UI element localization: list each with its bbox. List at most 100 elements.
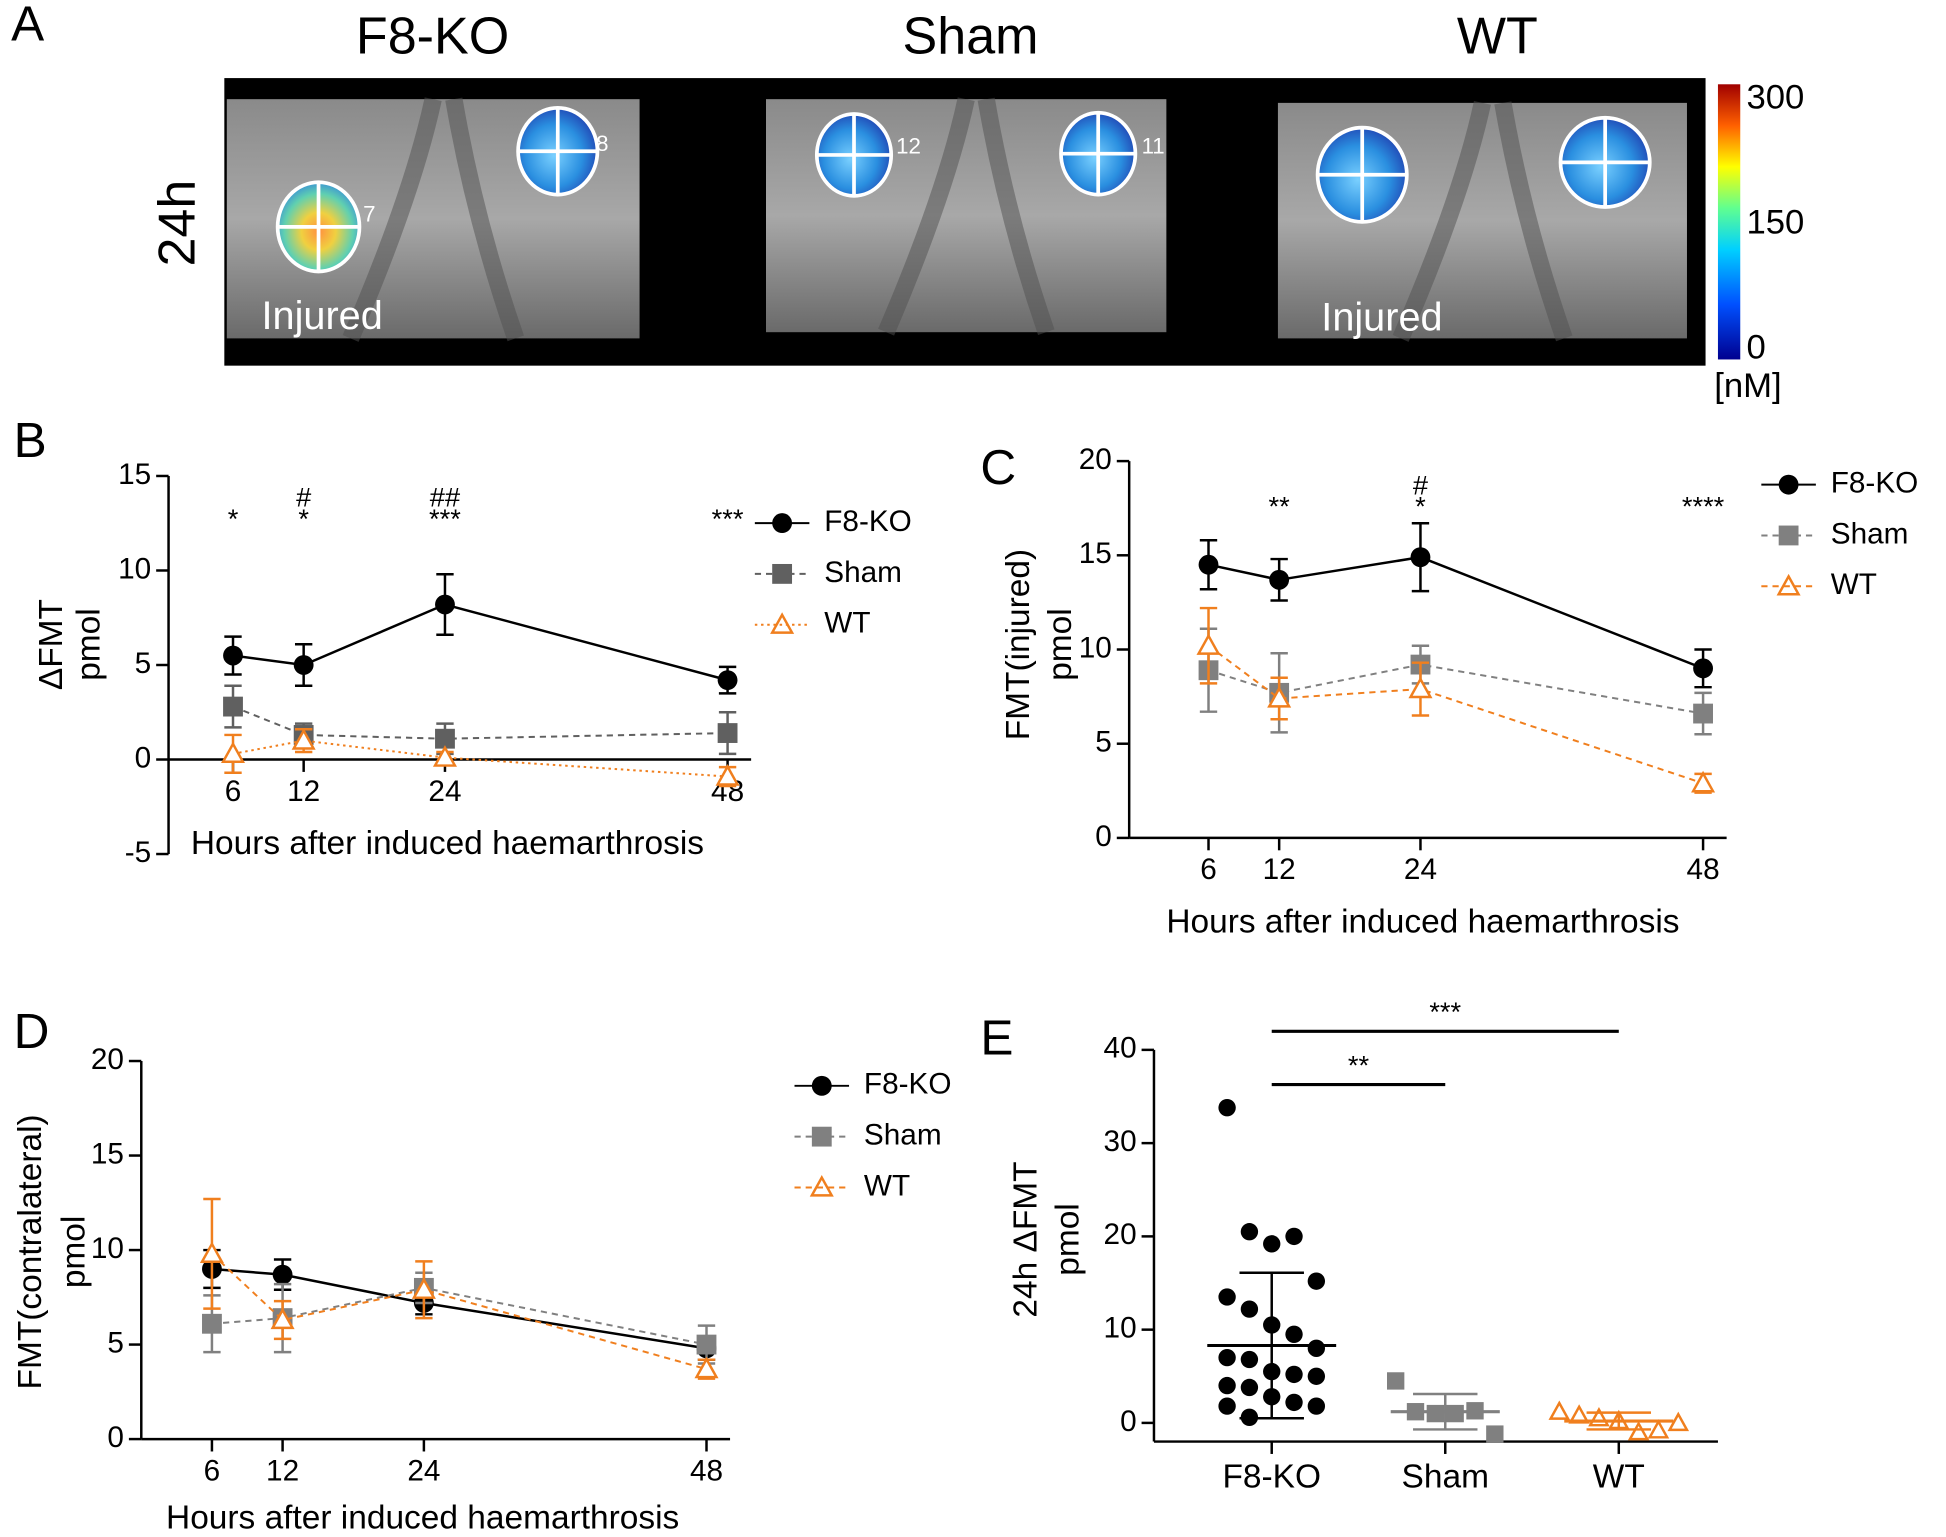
x-tick-label: 6: [1200, 853, 1217, 886]
x-tick-label: 12: [266, 1454, 299, 1487]
marker: [1218, 1288, 1236, 1306]
y-tick-label: 20: [1079, 443, 1112, 476]
x-tick-label: 12: [287, 775, 320, 808]
y-tick-label: 5: [107, 1326, 124, 1359]
marker: [1240, 1350, 1259, 1369]
legend-label: F8-KO: [1831, 467, 1919, 500]
anatomy: [342, 97, 524, 342]
marker: [1263, 1235, 1281, 1253]
legend-label: WT: [864, 1169, 910, 1202]
marker: [715, 764, 740, 786]
annotation: *: [1415, 490, 1426, 521]
marker: [1218, 1376, 1236, 1395]
y-tick-label: -5: [125, 836, 151, 869]
group: [1207, 1099, 1337, 1426]
roi-label: 12: [896, 133, 921, 158]
marker: [202, 1313, 222, 1334]
colorbar-tick-label: 0: [1746, 329, 1765, 367]
series-line: [211, 1286, 707, 1346]
y-axis-label: pmol: [1042, 608, 1079, 681]
significance-label: ***: [1429, 996, 1461, 1027]
series: [202, 1075, 832, 1361]
x-tick-label: 6: [204, 1454, 221, 1487]
x-axis-label: Hours after induced haemarthrosis: [166, 1499, 679, 1536]
marker: [1218, 1397, 1236, 1415]
series: [1198, 525, 1799, 736]
marker: [432, 745, 457, 767]
series: [223, 513, 793, 695]
y-axis-label: pmol: [55, 1216, 92, 1289]
x-tick-label: 6: [225, 775, 242, 808]
marker: [1240, 1300, 1259, 1318]
marker: [272, 1264, 293, 1285]
colorbar-tick-label: 300: [1746, 78, 1804, 116]
sd-bar: [1586, 1411, 1652, 1431]
marker: [435, 594, 455, 615]
x-tick-label: Sham: [1402, 1459, 1489, 1496]
y-tick-label: 0: [135, 741, 152, 774]
series: [1196, 573, 1801, 794]
legend-marker: [770, 612, 795, 634]
y-tick-label: 20: [1104, 1218, 1137, 1251]
y-axis-label: 24h ΔFMT: [1007, 1161, 1044, 1317]
legend-label: WT: [824, 607, 870, 640]
colorbar: [1717, 84, 1741, 360]
marker: [293, 655, 314, 675]
annotation: ****: [1682, 490, 1725, 521]
marker: [1667, 1411, 1690, 1432]
group: [1548, 1400, 1690, 1441]
roi-label: 7: [363, 202, 375, 227]
colorbar-unit: [nM]: [1714, 367, 1781, 405]
image-title: Sham: [903, 7, 1039, 65]
legend-label: Sham: [824, 556, 902, 589]
anatomy: [1392, 101, 1573, 342]
x-tick-label: 48: [1687, 853, 1720, 886]
marker: [1446, 1404, 1464, 1423]
marker: [1240, 1378, 1259, 1397]
marker: [411, 1277, 436, 1299]
legend-label: F8-KO: [864, 1068, 952, 1101]
marker: [435, 728, 455, 749]
y-tick-label: 0: [107, 1421, 124, 1454]
series-line: [1208, 555, 1704, 670]
marker: [1647, 1419, 1670, 1439]
marker: [1285, 1365, 1303, 1384]
row-label: 24h: [149, 180, 207, 267]
marker: [1307, 1367, 1326, 1385]
image-title: F8-KO: [356, 7, 509, 65]
y-tick-label: 0: [1095, 820, 1112, 853]
marker: [1486, 1425, 1504, 1443]
x-tick-label: 24: [407, 1454, 440, 1487]
marker: [1269, 569, 1290, 590]
series-line: [1208, 663, 1704, 715]
y-tick-label: 10: [1079, 631, 1112, 664]
marker: [270, 1307, 295, 1330]
sd-bar: [1239, 1271, 1304, 1420]
marker: [1426, 1404, 1445, 1423]
y-tick-label: 0: [1120, 1405, 1137, 1438]
series: [1198, 474, 1799, 689]
series-line: [232, 705, 728, 740]
marker: [1196, 633, 1221, 655]
panel-label: C: [980, 439, 1016, 495]
x-tick-label: WT: [1593, 1459, 1645, 1496]
marker: [1693, 658, 1713, 679]
panel-label: D: [14, 1003, 50, 1059]
x-axis-label: Hours after induced haemarthrosis: [1166, 903, 1679, 940]
y-tick-label: 10: [91, 1232, 124, 1265]
marker: [1691, 770, 1716, 793]
annotation: *: [228, 503, 239, 534]
y-axis-label: pmol: [1050, 1203, 1087, 1276]
series-line: [232, 739, 728, 778]
legend-marker: [1776, 573, 1801, 596]
series: [220, 612, 795, 788]
annotation: ***: [712, 503, 744, 534]
marker: [1285, 1227, 1303, 1246]
annotation: *: [298, 503, 309, 534]
panel-label: E: [980, 1009, 1013, 1065]
legend-label: WT: [1831, 568, 1877, 601]
annotation: #: [296, 482, 312, 513]
marker: [717, 723, 738, 743]
